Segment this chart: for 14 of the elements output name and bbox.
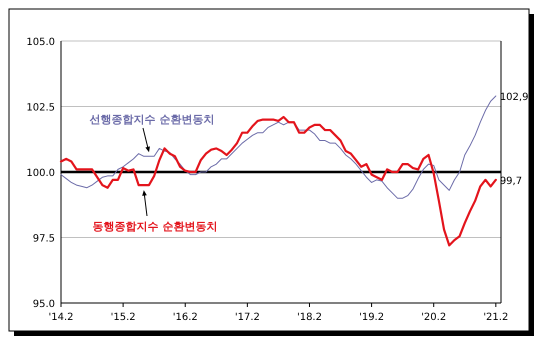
x-tick-label: '21.2 <box>483 312 508 323</box>
annotation: 102,9 <box>500 92 528 104</box>
x-tick-label: '18.2 <box>296 312 322 323</box>
x-tick-label: '15.2 <box>110 312 136 323</box>
x-tick-label: '19.2 <box>359 312 384 323</box>
x-tick-label: '17.2 <box>234 312 260 323</box>
y-tick-label: 97.5 <box>32 234 55 244</box>
y-tick-label: 102.5 <box>26 102 55 114</box>
y-tick-label: 95.0 <box>32 299 55 310</box>
y-tick-label: 100.0 <box>26 168 55 179</box>
y-tick-label: 105.0 <box>26 37 55 48</box>
x-tick-label: '20.2 <box>421 312 446 323</box>
x-tick-label: '14.2 <box>48 312 74 323</box>
x-tick-label: '16.2 <box>172 312 198 323</box>
